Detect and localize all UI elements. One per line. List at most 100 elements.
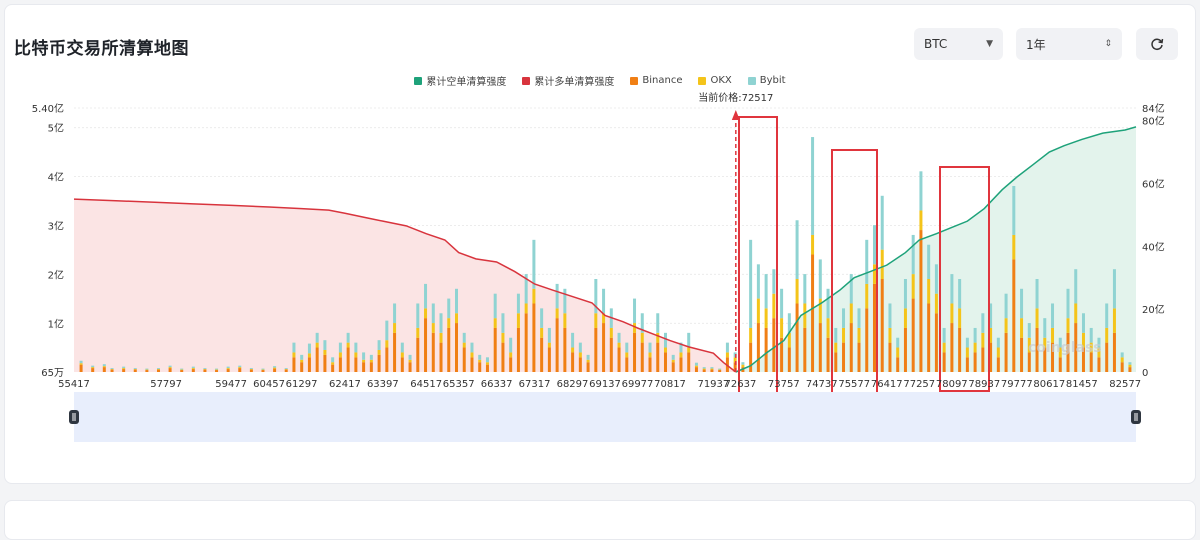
bar-bybit bbox=[772, 269, 776, 294]
bar-okx bbox=[284, 369, 288, 370]
bar-binance bbox=[578, 357, 582, 372]
bar-okx bbox=[1027, 337, 1031, 353]
legend-long[interactable]: 累计多单清算强度 bbox=[522, 73, 614, 88]
chart-legend: 累计空单清算强度 累计多单清算强度 Binance OKX Bybit bbox=[0, 73, 1200, 88]
bar-binance bbox=[238, 368, 242, 372]
bar-bybit bbox=[1027, 323, 1031, 338]
bar-bybit bbox=[903, 278, 907, 309]
legend-short[interactable]: 累计空单清算强度 bbox=[414, 73, 506, 88]
bar-okx bbox=[1051, 327, 1055, 343]
current-price-label: 当前价格:72517 bbox=[698, 91, 773, 104]
bar-binance bbox=[1051, 342, 1055, 372]
bar-okx bbox=[110, 369, 114, 370]
bar-binance bbox=[764, 327, 768, 372]
bar-okx bbox=[1058, 347, 1062, 358]
bar-binance bbox=[648, 357, 652, 372]
bar-bybit bbox=[1097, 337, 1101, 348]
bar-bybit bbox=[315, 332, 319, 343]
bar-bybit bbox=[919, 171, 923, 211]
bar-binance bbox=[849, 323, 853, 372]
bar-bybit bbox=[780, 288, 784, 319]
bar-bybit bbox=[842, 308, 846, 328]
bar-bybit bbox=[102, 364, 106, 367]
bar-okx bbox=[756, 298, 760, 324]
bar-binance bbox=[292, 357, 296, 372]
bar-bybit bbox=[516, 293, 520, 314]
bar-bybit bbox=[377, 340, 381, 350]
bar-okx bbox=[454, 313, 458, 324]
legend-bybit[interactable]: Bybit bbox=[747, 73, 786, 88]
x-axis-tick: 61297 bbox=[286, 379, 318, 390]
legend-swatch-long bbox=[522, 76, 531, 85]
bar-bybit bbox=[679, 342, 683, 353]
bar-bybit bbox=[1089, 327, 1093, 343]
bar-binance bbox=[454, 323, 458, 372]
legend-label-short: 累计空单清算强度 bbox=[426, 77, 507, 88]
bar-bybit bbox=[834, 327, 838, 343]
bar-okx bbox=[168, 367, 172, 369]
bar-binance bbox=[145, 370, 149, 372]
x-axis-tick: 69137 bbox=[589, 379, 621, 390]
bar-bybit bbox=[1020, 288, 1024, 319]
zoom-handle-right[interactable] bbox=[1131, 410, 1141, 424]
bar-okx bbox=[493, 318, 497, 328]
legend-binance[interactable]: Binance bbox=[630, 73, 682, 88]
bar-binance bbox=[787, 347, 791, 372]
bar-binance bbox=[501, 342, 505, 372]
bar-okx bbox=[571, 347, 575, 353]
x-axis-tick: 60457 bbox=[253, 379, 285, 390]
bar-binance bbox=[950, 323, 954, 372]
bar-bybit bbox=[524, 274, 528, 304]
bar-bybit bbox=[896, 337, 900, 348]
bar-okx bbox=[1105, 327, 1109, 343]
bar-bybit bbox=[547, 327, 551, 343]
bar-okx bbox=[180, 369, 184, 371]
range-select[interactable]: 1年 ⇕ bbox=[1016, 28, 1122, 60]
bar-okx bbox=[787, 332, 791, 348]
bar-okx bbox=[896, 347, 900, 358]
coin-select[interactable]: BTC ▼ bbox=[914, 28, 1003, 60]
chevron-down-icon: ▼ bbox=[986, 39, 993, 49]
x-axis-tick: 73757 bbox=[768, 379, 800, 390]
bar-okx bbox=[880, 249, 884, 279]
bar-binance bbox=[1128, 367, 1132, 372]
bar-okx bbox=[1081, 332, 1085, 348]
bar-binance bbox=[633, 332, 637, 372]
bar-bybit bbox=[203, 368, 207, 370]
bar-binance bbox=[478, 362, 482, 372]
bar-bybit bbox=[540, 308, 544, 328]
bar-binance bbox=[532, 303, 536, 372]
bar-binance bbox=[439, 342, 443, 372]
left-axis-tick: 3亿 bbox=[48, 219, 64, 232]
bar-binance bbox=[493, 327, 497, 372]
bar-bybit bbox=[857, 308, 861, 328]
bar-okx bbox=[1004, 318, 1008, 333]
legend-swatch-bybit bbox=[747, 76, 756, 85]
zoom-handle-left[interactable] bbox=[69, 410, 79, 424]
legend-okx[interactable]: OKX bbox=[698, 73, 732, 88]
bar-bybit bbox=[756, 264, 760, 299]
bar-okx bbox=[687, 347, 691, 353]
bar-binance bbox=[756, 323, 760, 372]
bar-binance bbox=[540, 337, 544, 372]
legend-swatch-binance bbox=[630, 76, 639, 85]
bar-binance bbox=[1074, 323, 1078, 372]
bar-okx bbox=[842, 327, 846, 343]
bar-okx bbox=[416, 327, 420, 338]
x-axis-tick: 79777 bbox=[1001, 379, 1033, 390]
refresh-button[interactable] bbox=[1136, 28, 1178, 60]
x-axis-tick: 68297 bbox=[557, 379, 589, 390]
bar-bybit bbox=[826, 288, 830, 319]
bar-okx bbox=[780, 318, 784, 338]
long-cumulative-area bbox=[74, 199, 736, 372]
bar-okx bbox=[958, 308, 962, 328]
bar-bybit bbox=[447, 298, 451, 319]
bar-bybit bbox=[393, 303, 397, 324]
bar-binance bbox=[811, 254, 815, 372]
bar-okx bbox=[509, 352, 513, 358]
bar-okx bbox=[215, 369, 219, 371]
bar-binance bbox=[307, 357, 311, 372]
bar-bybit bbox=[424, 283, 428, 309]
bar-okx bbox=[203, 369, 207, 370]
bar-binance bbox=[795, 303, 799, 372]
